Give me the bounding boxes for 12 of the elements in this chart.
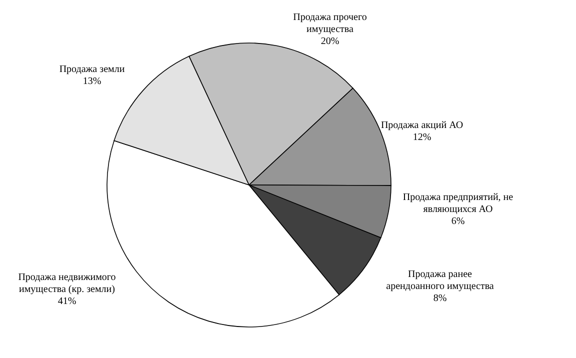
data-label: 41% — [58, 296, 76, 307]
data-label: 13% — [82, 76, 102, 87]
data-label: 20% — [320, 36, 340, 47]
data-label: 6% — [451, 216, 465, 227]
data-label: 12% — [412, 132, 432, 143]
slice-label: Продажа предприятий, не являющихся АО — [402, 192, 514, 215]
slice-label: Продажа ранее арендоанного имущества — [386, 269, 494, 292]
slice-label: Продажа недвижимого имущества (кр. земли) — [18, 272, 116, 295]
data-label: 8% — [433, 293, 447, 304]
slice-label: Продажа акций АО — [380, 120, 464, 131]
slice-label: Продажа земли — [59, 64, 126, 75]
slice-label: Продажа прочего имущества — [293, 12, 367, 35]
